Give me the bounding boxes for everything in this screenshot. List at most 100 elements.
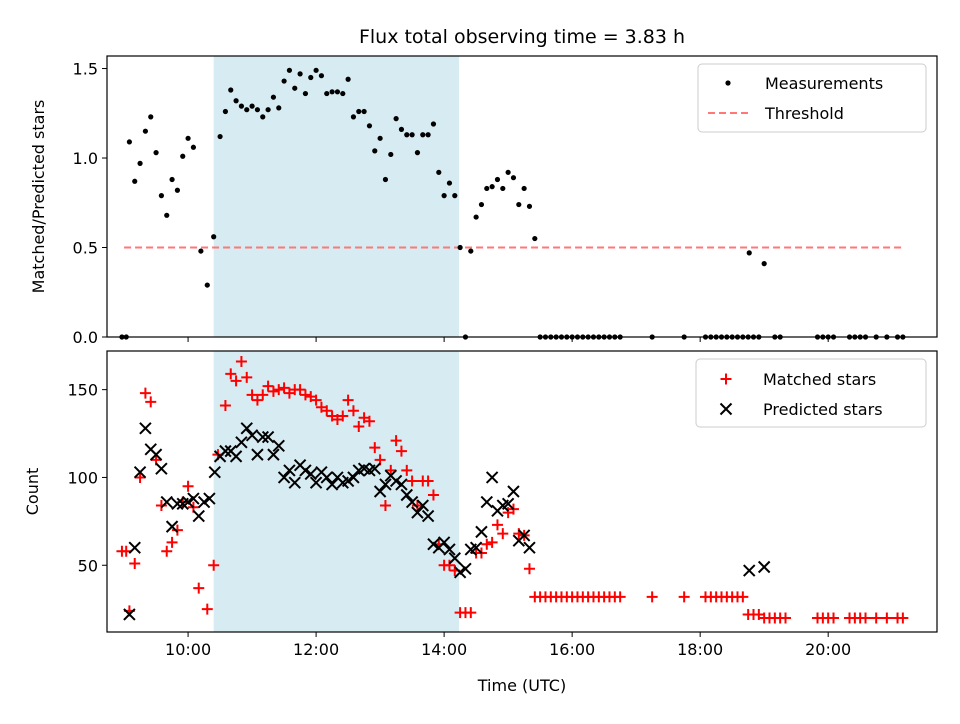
matched-star-point: [353, 421, 365, 433]
y-tick-label: 0.0: [73, 328, 98, 347]
measurement-point: [211, 234, 217, 240]
x-tick-label: 12:00: [293, 640, 339, 659]
legend-x-glyph: [719, 402, 733, 416]
chart-title: Flux total observing time = 3.83 h: [359, 26, 685, 48]
matched-star-point: [294, 384, 306, 396]
measurement-point: [244, 107, 250, 113]
predicted-star-point: [251, 448, 264, 461]
matched-star-point: [897, 612, 909, 624]
measurement-point: [478, 201, 485, 208]
measurement-point: [169, 176, 175, 183]
predicted-star-point: [192, 509, 205, 523]
top-observing-window-span: [213, 56, 460, 337]
predicted-star-point: [443, 543, 456, 556]
matched-star-point: [145, 396, 157, 408]
measurement-point: [345, 76, 351, 82]
matched-star-point: [363, 415, 375, 427]
predicted-star-point: [480, 495, 494, 509]
measurement-point: [334, 89, 341, 95]
predicted-star-point: [256, 430, 269, 444]
predicted-star-point: [197, 495, 211, 509]
measurement-point: [452, 193, 458, 199]
legend-plus-glyph: [720, 373, 732, 385]
predicted-star-point: [421, 509, 435, 523]
bottom-axis-ticks: 10:00 12:00 14:00 16:00 18:00 20:00 50 100 150: [67, 381, 851, 659]
matched-star-point: [278, 382, 290, 394]
matched-star-point: [395, 445, 407, 457]
x-tick-label: 14:00: [421, 640, 467, 659]
predicted-star-point: [267, 448, 280, 461]
matched-star-point: [347, 405, 359, 417]
bottom-y-axis-label: Count: [23, 468, 42, 516]
matched-star-point: [230, 375, 242, 387]
predicted-star-point: [208, 465, 221, 479]
matched-star-point: [225, 368, 237, 380]
measurement-point: [340, 90, 346, 97]
predicted-star-point: [416, 499, 429, 512]
measurement-point: [158, 193, 165, 199]
measurement-point: [281, 78, 287, 84]
measurement-point: [142, 128, 149, 134]
measurement-point: [260, 114, 266, 120]
y-tick-label: 150: [67, 381, 98, 400]
predicted-star-point: [304, 467, 317, 481]
measurement-point: [222, 108, 229, 115]
bottom-legend: Matched stars Predicted stars: [695, 358, 927, 428]
top-axes-frame: [106, 55, 938, 338]
measurement-point: [484, 185, 490, 192]
measurement-point: [516, 201, 522, 208]
y-tick-label: 50: [78, 556, 98, 575]
measurement-point: [388, 151, 394, 158]
matched-star-point: [251, 394, 263, 406]
matched-star-point: [337, 410, 349, 422]
predicted-star-point: [427, 537, 440, 551]
predicted-star-point: [320, 471, 333, 484]
measurement-point: [238, 103, 245, 109]
predicted-star-point: [187, 492, 200, 505]
measurement-point: [286, 67, 293, 73]
predicted-star-point: [309, 476, 323, 489]
measurement-point: [185, 135, 191, 141]
measurement-point: [761, 261, 767, 267]
matched-star-point: [828, 612, 840, 624]
predicted-star-point: [139, 422, 152, 435]
matched-star-point: [246, 389, 258, 401]
measurement-point: [361, 108, 367, 115]
matched-star-point: [427, 489, 439, 501]
matched-star-point: [155, 500, 167, 512]
matched-star-point: [860, 612, 872, 624]
predicted-star-point: [283, 464, 296, 477]
measurement-point: [190, 144, 197, 150]
legend-measurements-label: Measurements: [765, 74, 883, 93]
measurement-point: [329, 89, 335, 95]
predicted-star-point: [400, 488, 413, 502]
measurement-point: [164, 212, 170, 218]
legend-predicted-marker: [719, 402, 733, 416]
top-subplot: 0.0 0.5 1.0 1.5 Matched/Predicted stars Mea…: [29, 55, 938, 347]
x-tick-label: 10:00: [165, 640, 211, 659]
predicted-star-point: [203, 492, 216, 505]
matched-star-point: [321, 405, 333, 417]
measurement-point: [292, 85, 298, 91]
measurement-point: [489, 184, 495, 190]
predicted-star-point: [411, 506, 424, 519]
measurement-point: [148, 114, 154, 120]
measurement-point: [393, 116, 399, 122]
matched-star-point: [257, 389, 269, 401]
measurement-point: [180, 153, 186, 159]
predicted-star-point: [165, 520, 179, 533]
matched-star-point: [273, 384, 285, 396]
measurement-point: [430, 121, 437, 127]
matched-star-point: [219, 399, 231, 411]
predicted-star-point: [245, 429, 259, 442]
predicted-star-point: [743, 564, 756, 577]
measurement-point: [217, 133, 223, 140]
x-tick-label: 18:00: [677, 640, 723, 659]
measurement-point: [404, 132, 410, 138]
predicted-star-point: [219, 444, 232, 458]
measurement-point: [746, 250, 752, 256]
matched-star-point: [401, 464, 413, 476]
predicted-star-point: [123, 608, 136, 621]
measurement-point: [425, 132, 431, 138]
measurement-point: [366, 123, 373, 129]
